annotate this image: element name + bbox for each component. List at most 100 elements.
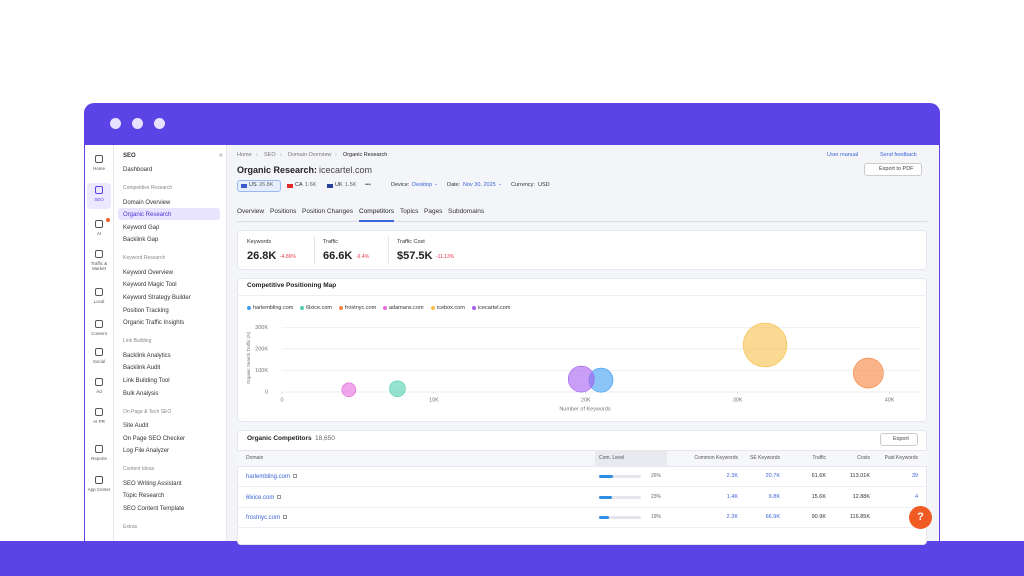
nav-label[interactable]: AI PR xyxy=(93,419,105,424)
header-link[interactable]: User manual xyxy=(827,152,859,158)
column-header[interactable]: Domain xyxy=(246,455,264,461)
more-databases[interactable]: ••• xyxy=(365,182,371,188)
nav-label[interactable]: Social xyxy=(92,359,106,364)
nav-label[interactable]: Local xyxy=(93,299,105,304)
export-pdf-label[interactable]: Export to PDF xyxy=(879,166,914,172)
sidebar-item[interactable]: Organic Research xyxy=(123,212,172,219)
database-value[interactable]: 26.8K xyxy=(259,182,274,188)
nav-icon[interactable] xyxy=(95,476,103,484)
breadcrumb-item[interactable]: Home xyxy=(237,152,252,158)
sidebar-item[interactable]: Keyword Overview xyxy=(123,269,174,276)
filter-value[interactable]: Desktop xyxy=(412,182,433,188)
sidebar-item[interactable]: Keyword Gap xyxy=(123,224,160,231)
sidebar-item[interactable]: Backlink Audit xyxy=(123,365,161,372)
sidebar-item[interactable]: Backlink Gap xyxy=(123,237,159,244)
sidebar-item[interactable]: Keyword Strategy Builder xyxy=(123,295,191,301)
export-label[interactable]: Export xyxy=(893,436,909,442)
nav-label[interactable]: Home xyxy=(92,166,105,171)
tab[interactable]: Positions xyxy=(270,208,297,215)
table-cell[interactable]: 4 xyxy=(914,493,918,500)
tab[interactable]: Topics xyxy=(400,208,419,215)
nav-icon[interactable] xyxy=(95,320,103,328)
tab[interactable]: Pages xyxy=(424,208,443,215)
sidebar-item[interactable]: Keyword Magic Tool xyxy=(123,282,177,289)
column-header[interactable]: SE Keywords xyxy=(749,455,780,461)
sidebar-item[interactable]: Organic Traffic Insights xyxy=(123,320,185,327)
header-link[interactable]: Send feedback xyxy=(880,152,917,158)
table-cell[interactable]: 9.8K xyxy=(768,493,780,500)
domain-link[interactable]: 6lxice.com xyxy=(246,494,275,501)
nav-icon[interactable] xyxy=(95,378,103,386)
table-cell[interactable]: 20.7K xyxy=(765,473,780,479)
table-cell[interactable]: 39 xyxy=(911,473,918,479)
database-code[interactable]: UK xyxy=(335,182,343,188)
breadcrumb-item[interactable]: Domain Overview xyxy=(288,152,332,158)
nav-icon[interactable] xyxy=(95,288,103,296)
export-pdf-button[interactable] xyxy=(864,163,922,176)
domain-link[interactable]: harlembling.com xyxy=(246,474,291,480)
sidebar-item[interactable]: Position Tracking xyxy=(123,307,169,314)
nav-label[interactable]: Traffic & Market xyxy=(90,261,108,272)
sidebar-item[interactable]: Bulk Analysis xyxy=(123,390,159,397)
legend-label[interactable]: 6lxice.com xyxy=(306,304,332,311)
legend-swatch[interactable] xyxy=(339,306,343,310)
sidebar-item[interactable]: Backlink Analytics xyxy=(123,352,171,359)
column-header[interactable]: Costs xyxy=(857,455,870,461)
nav-icon[interactable] xyxy=(95,186,103,194)
tab[interactable]: Competitors xyxy=(359,208,395,215)
legend-swatch[interactable] xyxy=(383,306,387,310)
tab[interactable]: Subdomains xyxy=(448,208,485,215)
nav-icon[interactable] xyxy=(95,220,103,228)
database-value[interactable]: 1.5K xyxy=(345,182,357,188)
nav-label[interactable]: AI xyxy=(96,231,102,236)
nav-label[interactable]: Ad xyxy=(96,389,102,394)
sidebar-item[interactable]: SEO Writing Assistant xyxy=(123,480,182,487)
nav-label[interactable]: Reports xyxy=(91,456,107,461)
legend-label[interactable]: harlembling.com xyxy=(253,304,294,311)
legend-swatch[interactable] xyxy=(247,306,251,310)
legend-label[interactable]: adamans.com xyxy=(389,304,424,311)
sidebar-item[interactable]: Topic Research xyxy=(123,493,165,500)
tab[interactable]: Overview xyxy=(237,208,265,215)
nav-label[interactable]: Content xyxy=(91,331,107,336)
sidebar-item[interactable]: Log File Analyzer xyxy=(123,448,170,455)
legend-swatch[interactable] xyxy=(472,306,476,310)
legend-swatch[interactable] xyxy=(300,306,304,310)
nav-label[interactable]: App Center xyxy=(87,487,111,492)
filter-value[interactable]: Nov 30, 2025 xyxy=(463,182,496,188)
export-button[interactable] xyxy=(880,433,918,446)
sidebar-item[interactable]: Dashboard xyxy=(123,167,153,173)
sidebar-collapse[interactable]: « xyxy=(219,152,223,159)
sidebar-item[interactable]: On Page SEO Checker xyxy=(123,435,186,442)
legend-swatch[interactable] xyxy=(431,306,435,310)
legend-label[interactable]: icecartel.com xyxy=(478,304,511,311)
nav-icon[interactable] xyxy=(95,348,103,356)
legend-label[interactable]: frostnyc.com xyxy=(345,304,377,311)
column-header[interactable]: Com. Level xyxy=(599,455,625,461)
nav-icon[interactable] xyxy=(95,408,103,416)
domain-link[interactable]: frostnyc.com xyxy=(246,515,281,521)
nav-icon[interactable] xyxy=(95,155,103,163)
database-code[interactable]: US xyxy=(249,182,257,188)
breadcrumb-item[interactable]: SEO xyxy=(264,152,276,158)
nav-icon[interactable] xyxy=(95,250,103,258)
table-cell[interactable]: 1.4K xyxy=(726,493,738,500)
sidebar-item[interactable]: SEO Content Template xyxy=(123,505,185,512)
table-cell[interactable]: 2.3K xyxy=(726,473,738,479)
database-value[interactable]: 1.6K xyxy=(305,182,317,188)
table-cell[interactable]: 2.3K xyxy=(726,514,738,520)
database-chip[interactable] xyxy=(237,180,281,192)
database-code[interactable]: CA xyxy=(295,182,303,188)
tab[interactable]: Position Changes xyxy=(302,208,353,215)
sidebar-item[interactable]: Site Audit xyxy=(123,423,149,429)
help-button[interactable]: ? xyxy=(909,506,932,529)
column-header[interactable]: Paid Keywords xyxy=(884,455,918,461)
column-header[interactable]: Common Keywords xyxy=(694,455,738,461)
table-cell[interactable]: 66.9K xyxy=(765,514,780,520)
sidebar-item[interactable]: Domain Overview xyxy=(123,199,171,206)
nav-label[interactable]: SEO xyxy=(94,197,104,202)
page-domain[interactable]: icecartel.com xyxy=(319,165,373,175)
sidebar-item[interactable]: Link Building Tool xyxy=(123,377,170,384)
column-header[interactable]: Traffic xyxy=(812,455,826,461)
nav-icon[interactable] xyxy=(95,445,103,453)
